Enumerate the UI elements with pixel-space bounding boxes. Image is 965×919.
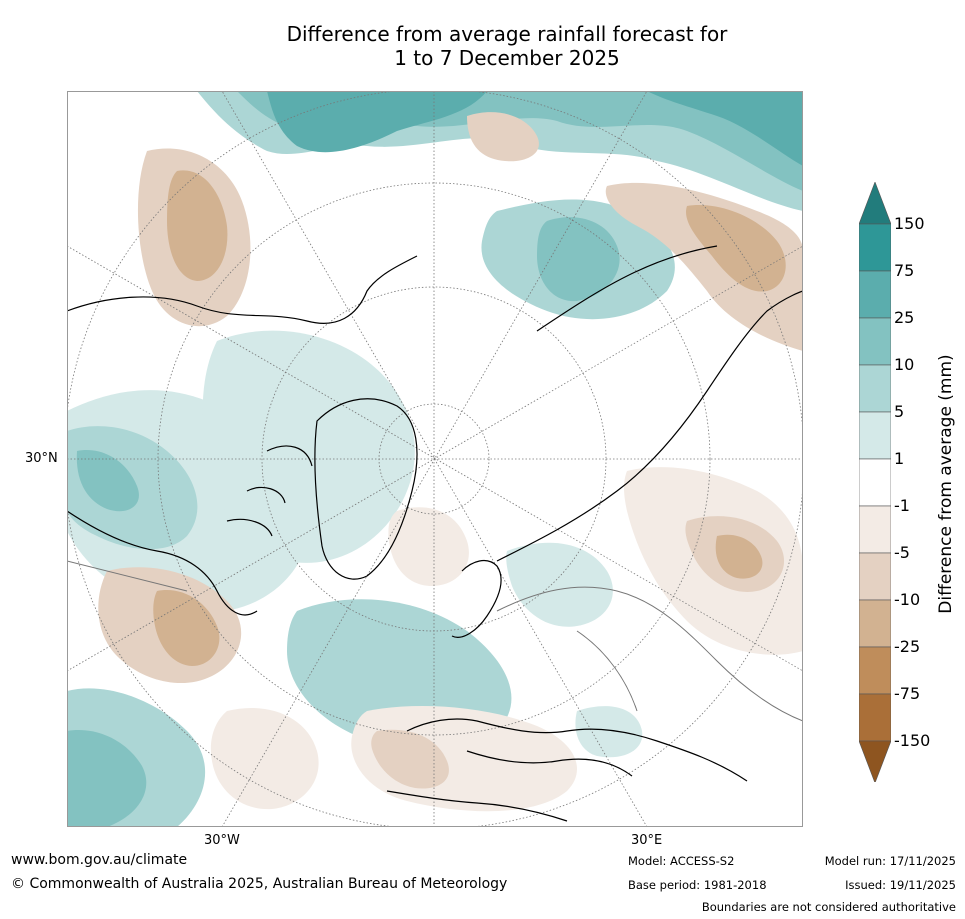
colorbar-swatch	[858, 364, 892, 413]
coast-canadian-archipelago	[226, 445, 313, 537]
dry-area-south-atlantic	[210, 707, 319, 810]
colorbar-tick-label: -10	[894, 590, 921, 609]
footer-model-run: Model run: 17/11/2025	[824, 854, 956, 868]
title-line-1: Difference from average rainfall forecas…	[286, 22, 728, 46]
colorbar-tick-label: -25	[894, 637, 921, 656]
coastlines	[67, 245, 803, 822]
coast-scandinavia	[451, 559, 502, 638]
dry-area-west-europe	[371, 729, 449, 789]
wet-area-arctic	[202, 330, 415, 563]
colorbar-tick-label: 10	[894, 355, 915, 374]
wet-area-southwest-core	[67, 730, 147, 827]
coast-siberia	[536, 245, 718, 332]
label-lon-30w: 30°W	[204, 833, 240, 848]
colorbar-swatch	[858, 458, 892, 507]
colorbar-tick-label: 75	[894, 261, 915, 280]
label-lat-30n: 30°N	[25, 451, 58, 466]
map-frame	[67, 91, 803, 827]
colorbar-swatch	[858, 317, 892, 366]
colorbar-swatch	[858, 223, 892, 272]
dry-area-east-asia-core	[686, 205, 786, 292]
dry-area-asia-peak	[715, 534, 763, 579]
graticule-circle-45n	[157, 182, 711, 736]
title-line-2: 1 to 7 December 2025	[394, 46, 620, 70]
colorbar-swatch	[858, 411, 892, 460]
dry-area-subtropical-atlantic-core	[153, 590, 220, 666]
dry-area-greenland	[388, 507, 469, 586]
political-boundaries	[67, 560, 803, 722]
colorbar-tick-label: 150	[894, 214, 925, 233]
colorbar-tick-label: -5	[894, 543, 910, 562]
meridian-60e-120w	[67, 245, 803, 672]
colorbar-tick-label: -1	[894, 496, 910, 515]
coast-africa	[386, 790, 568, 822]
colorbar-tick-label: -75	[894, 684, 921, 703]
colorbar-tick-label: -150	[894, 731, 931, 750]
graticule	[67, 91, 803, 827]
footer-base-period: Base period: 1981-2018	[628, 878, 767, 892]
wet-area-mediterranean	[575, 706, 643, 758]
colorbar-extend-bottom	[858, 740, 892, 784]
colorbar-swatch	[858, 599, 892, 648]
boundary-russia	[496, 586, 803, 722]
colorbar-title: Difference from average (mm)	[936, 354, 956, 614]
wet-area-pacific-east	[647, 91, 803, 166]
colorbar-swatch	[858, 693, 892, 742]
colorbar-tick-label: 25	[894, 308, 915, 327]
wet-area-pacific-peak	[267, 91, 487, 153]
footer-website: www.bom.gov.au/climate	[11, 852, 188, 868]
boundary-europe-asia	[576, 630, 638, 712]
colorbar-swatch	[858, 505, 892, 554]
boundary-canada-us	[67, 560, 188, 592]
coast-greenland	[314, 398, 418, 580]
coast-north-america	[67, 255, 418, 616]
map-canvas	[67, 91, 803, 827]
colorbar-tick-label: 1	[894, 449, 905, 468]
dry-area-north-pacific-core	[167, 170, 228, 281]
coast-eurasia-arctic	[496, 290, 803, 562]
map-title: Difference from average rainfall forecas…	[0, 22, 965, 70]
colorbar-extend-top	[858, 181, 892, 225]
wet-area-europe	[506, 542, 613, 627]
footer-model: Model: ACCESS-S2	[628, 854, 735, 868]
wet-area-atlantic-peak	[76, 450, 139, 512]
footer-disclaimer: Boundaries are not considered authoritat…	[701, 900, 956, 914]
colorbar-swatch	[858, 552, 892, 601]
coast-mediterranean	[466, 750, 633, 777]
label-lon-30e: 30°E	[631, 833, 663, 848]
colorbar-swatch	[858, 270, 892, 319]
footer-issued: Issued: 19/11/2025	[845, 878, 956, 892]
colorbar	[858, 181, 892, 784]
coast-europe	[406, 718, 748, 782]
dry-area-bering	[467, 112, 539, 162]
colorbar-swatch	[858, 646, 892, 695]
colorbar-tick-label: 5	[894, 402, 905, 421]
footer-copyright: © Commonwealth of Australia 2025, Austra…	[11, 876, 508, 892]
colorbar-swatches	[858, 181, 892, 784]
rainfall-map	[67, 91, 803, 827]
